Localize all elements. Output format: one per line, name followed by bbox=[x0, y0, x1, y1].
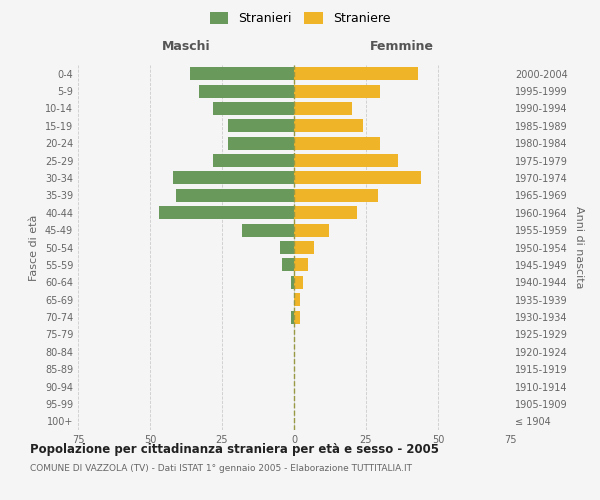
Legend: Stranieri, Straniere: Stranieri, Straniere bbox=[205, 7, 395, 30]
Bar bbox=[294, 276, 302, 289]
Bar bbox=[294, 293, 300, 306]
Text: Popolazione per cittadinanza straniera per età e sesso - 2005: Popolazione per cittadinanza straniera p… bbox=[30, 442, 439, 456]
Bar bbox=[242, 224, 294, 236]
Bar bbox=[294, 136, 380, 149]
Bar bbox=[214, 102, 294, 115]
Bar bbox=[294, 310, 300, 324]
Text: Maschi: Maschi bbox=[161, 40, 211, 52]
Bar bbox=[158, 206, 294, 220]
Bar bbox=[294, 172, 421, 184]
Bar bbox=[291, 310, 294, 324]
Bar bbox=[294, 224, 329, 236]
Text: Femmine: Femmine bbox=[370, 40, 434, 52]
Bar bbox=[294, 120, 363, 132]
Y-axis label: Fasce di età: Fasce di età bbox=[29, 214, 39, 280]
Bar bbox=[228, 136, 294, 149]
Bar bbox=[294, 67, 418, 80]
Bar bbox=[199, 84, 294, 98]
Bar bbox=[294, 189, 377, 202]
Bar bbox=[190, 67, 294, 80]
Bar bbox=[173, 172, 294, 184]
Bar bbox=[291, 276, 294, 289]
Text: COMUNE DI VAZZOLA (TV) - Dati ISTAT 1° gennaio 2005 - Elaborazione TUTTITALIA.IT: COMUNE DI VAZZOLA (TV) - Dati ISTAT 1° g… bbox=[30, 464, 412, 473]
Bar bbox=[294, 154, 398, 167]
Bar bbox=[176, 189, 294, 202]
Bar bbox=[294, 206, 358, 220]
Bar bbox=[294, 241, 314, 254]
Bar bbox=[228, 120, 294, 132]
Bar bbox=[294, 258, 308, 272]
Bar bbox=[214, 154, 294, 167]
Y-axis label: Anni di nascita: Anni di nascita bbox=[574, 206, 584, 289]
Bar bbox=[294, 102, 352, 115]
Bar bbox=[294, 84, 380, 98]
Bar bbox=[280, 241, 294, 254]
Bar bbox=[283, 258, 294, 272]
